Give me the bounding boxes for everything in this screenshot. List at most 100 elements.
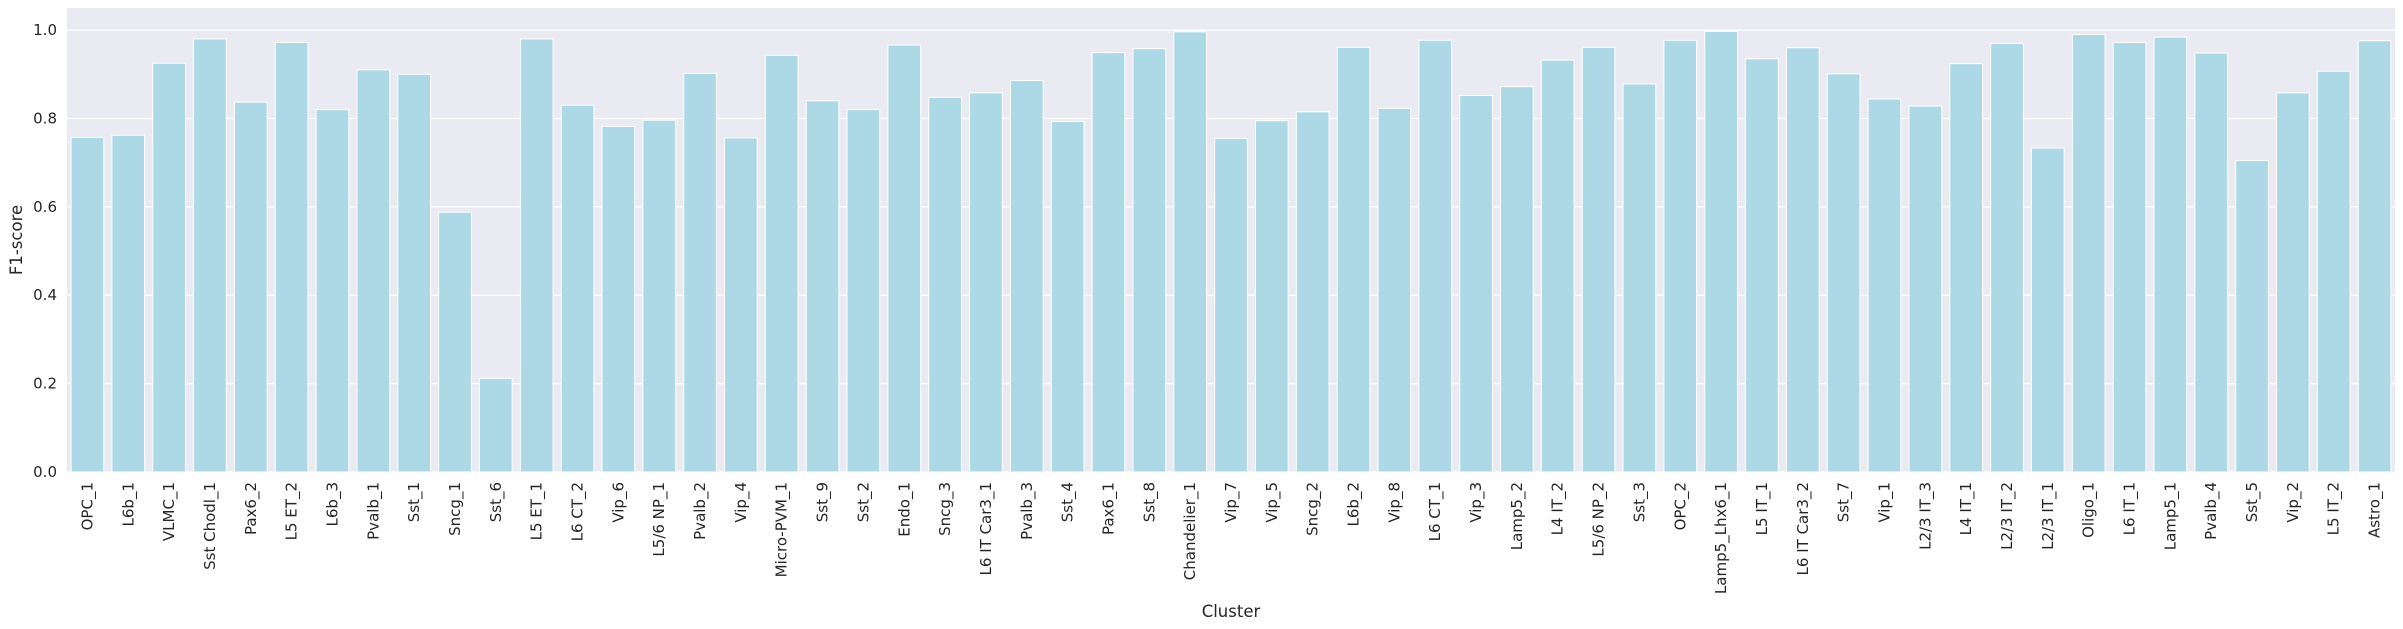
x-tick-label: L6 CT_2 <box>569 482 588 541</box>
x-tick-label: L5/6 NP_2 <box>1590 482 1609 557</box>
bar <box>2071 34 2106 473</box>
bar <box>1091 52 1126 473</box>
bar <box>193 38 227 473</box>
bar <box>1050 121 1085 473</box>
x-tick-label: L5 IT_1 <box>1753 482 1772 535</box>
x-tick-label: Sst_9 <box>814 482 833 522</box>
x-tick-label: Sst_8 <box>1140 482 1159 522</box>
bar <box>1990 42 2024 473</box>
bar <box>1949 63 1983 473</box>
bar <box>1826 73 1861 473</box>
bar <box>887 44 922 473</box>
bar <box>1377 107 1412 473</box>
x-tick-label: Lamp5_1 <box>2161 482 2180 550</box>
bar <box>805 100 840 473</box>
x-tick-label: Lamp5_2 <box>1508 482 1527 550</box>
x-tick-label: Vip_2 <box>2284 482 2303 523</box>
x-tick-label: Pvalb_2 <box>691 482 710 540</box>
y-tick-label: 0.0 <box>33 463 57 481</box>
x-tick-label: L4 IT_2 <box>1549 482 1568 535</box>
bar <box>764 54 799 473</box>
bar <box>601 125 636 473</box>
bar <box>1173 31 1207 473</box>
x-tick-label: Pax6_1 <box>1099 482 1118 535</box>
bar <box>969 92 1003 473</box>
x-tick-label: Sst_3 <box>1630 482 1649 522</box>
x-tick-label: Vip_8 <box>1385 482 1404 523</box>
x-tick-label: Sncg_2 <box>1304 482 1323 536</box>
x-tick-label: L6 IT Car3_2 <box>1794 482 1813 575</box>
bar <box>1500 86 1534 473</box>
y-tick-label: 0.4 <box>33 286 57 304</box>
y-axis-ticks: 0.0 0.2 0.4 0.6 0.8 1.0 <box>33 21 57 481</box>
bar <box>1214 137 1248 473</box>
y-tick-label: 0.8 <box>33 109 57 127</box>
x-tick-label: OPC_1 <box>78 482 97 530</box>
x-axis-ticks: OPC_1 L6b_1 VLMC_1 Sst Chodl_1 Pax6_2 L5 ET_2… <box>78 482 2384 594</box>
x-tick-label: Sst_7 <box>1835 482 1854 522</box>
bar <box>1295 111 1330 473</box>
x-axis-label: Cluster <box>1202 602 1261 621</box>
x-tick-label: L6b_3 <box>323 482 342 526</box>
x-tick-label: Vip_5 <box>1263 482 1282 523</box>
x-tick-label: Endo_1 <box>895 482 914 537</box>
x-tick-label: L4 IT_1 <box>1957 482 1976 535</box>
x-tick-label: Vip_3 <box>1467 482 1486 523</box>
x-tick-label: Vip_4 <box>732 482 751 523</box>
bar <box>846 109 881 473</box>
bar <box>1132 48 1167 473</box>
x-tick-label: Vip_1 <box>1875 482 1894 523</box>
bar <box>1867 98 1902 473</box>
bar <box>1704 30 1738 473</box>
x-tick-label: L5 IT_2 <box>2325 482 2344 535</box>
x-tick-label: L5 ET_1 <box>528 482 547 540</box>
bar <box>642 119 677 473</box>
x-tick-label: Micro-PVM_1 <box>773 482 792 577</box>
bar <box>1255 120 1289 473</box>
x-tick-label: L6b_2 <box>1345 482 1364 526</box>
x-tick-label: Chandelier_1 <box>1181 482 1200 580</box>
bar <box>2153 36 2188 473</box>
x-tick-label: L6 IT Car3_1 <box>977 482 996 575</box>
bars <box>70 30 2392 473</box>
x-tick-label: L5/6 NP_1 <box>650 482 669 557</box>
x-tick-label: L6b_1 <box>119 482 138 526</box>
x-tick-label: Sst Chodl_1 <box>201 482 220 570</box>
bar <box>2031 147 2065 473</box>
y-tick-label: 0.2 <box>33 375 57 393</box>
bar <box>315 109 350 473</box>
bar <box>274 41 309 473</box>
bar <box>233 101 268 473</box>
bar <box>479 377 513 473</box>
bar <box>560 104 595 473</box>
x-tick-label: Pvalb_4 <box>2202 482 2221 540</box>
x-tick-label: L2/3 IT_3 <box>1916 482 1935 550</box>
bar <box>1418 39 1453 473</box>
bar <box>1581 46 1616 473</box>
bar <box>438 211 472 473</box>
x-tick-label: Pvalb_1 <box>364 482 383 540</box>
bar <box>1540 59 1575 473</box>
bar <box>2112 41 2147 473</box>
y-tick-label: 0.6 <box>33 198 57 216</box>
bar <box>70 136 105 473</box>
x-tick-label: Sncg_3 <box>936 482 955 536</box>
x-tick-label: L6 IT_1 <box>2121 482 2140 535</box>
x-tick-label: Pvalb_3 <box>1018 482 1037 540</box>
bar <box>2357 40 2392 473</box>
x-tick-label: Pax6_2 <box>242 482 261 535</box>
bar <box>928 96 962 473</box>
bar <box>2316 70 2351 473</box>
x-tick-label: Vip_6 <box>609 482 628 523</box>
bar <box>2194 52 2229 473</box>
bar <box>1663 39 1698 473</box>
bar <box>356 69 391 473</box>
bar <box>1745 58 1779 473</box>
x-tick-label: OPC_2 <box>1671 482 1690 530</box>
x-tick-label: Sncg_1 <box>446 482 465 536</box>
x-tick-label: Sst_2 <box>854 482 873 522</box>
bar <box>683 72 717 473</box>
x-tick-label: L2/3 IT_2 <box>1998 482 2017 550</box>
x-tick-label: Vip_7 <box>1222 482 1241 523</box>
x-tick-label: Lamp5_Lhx6_1 <box>1712 482 1731 594</box>
